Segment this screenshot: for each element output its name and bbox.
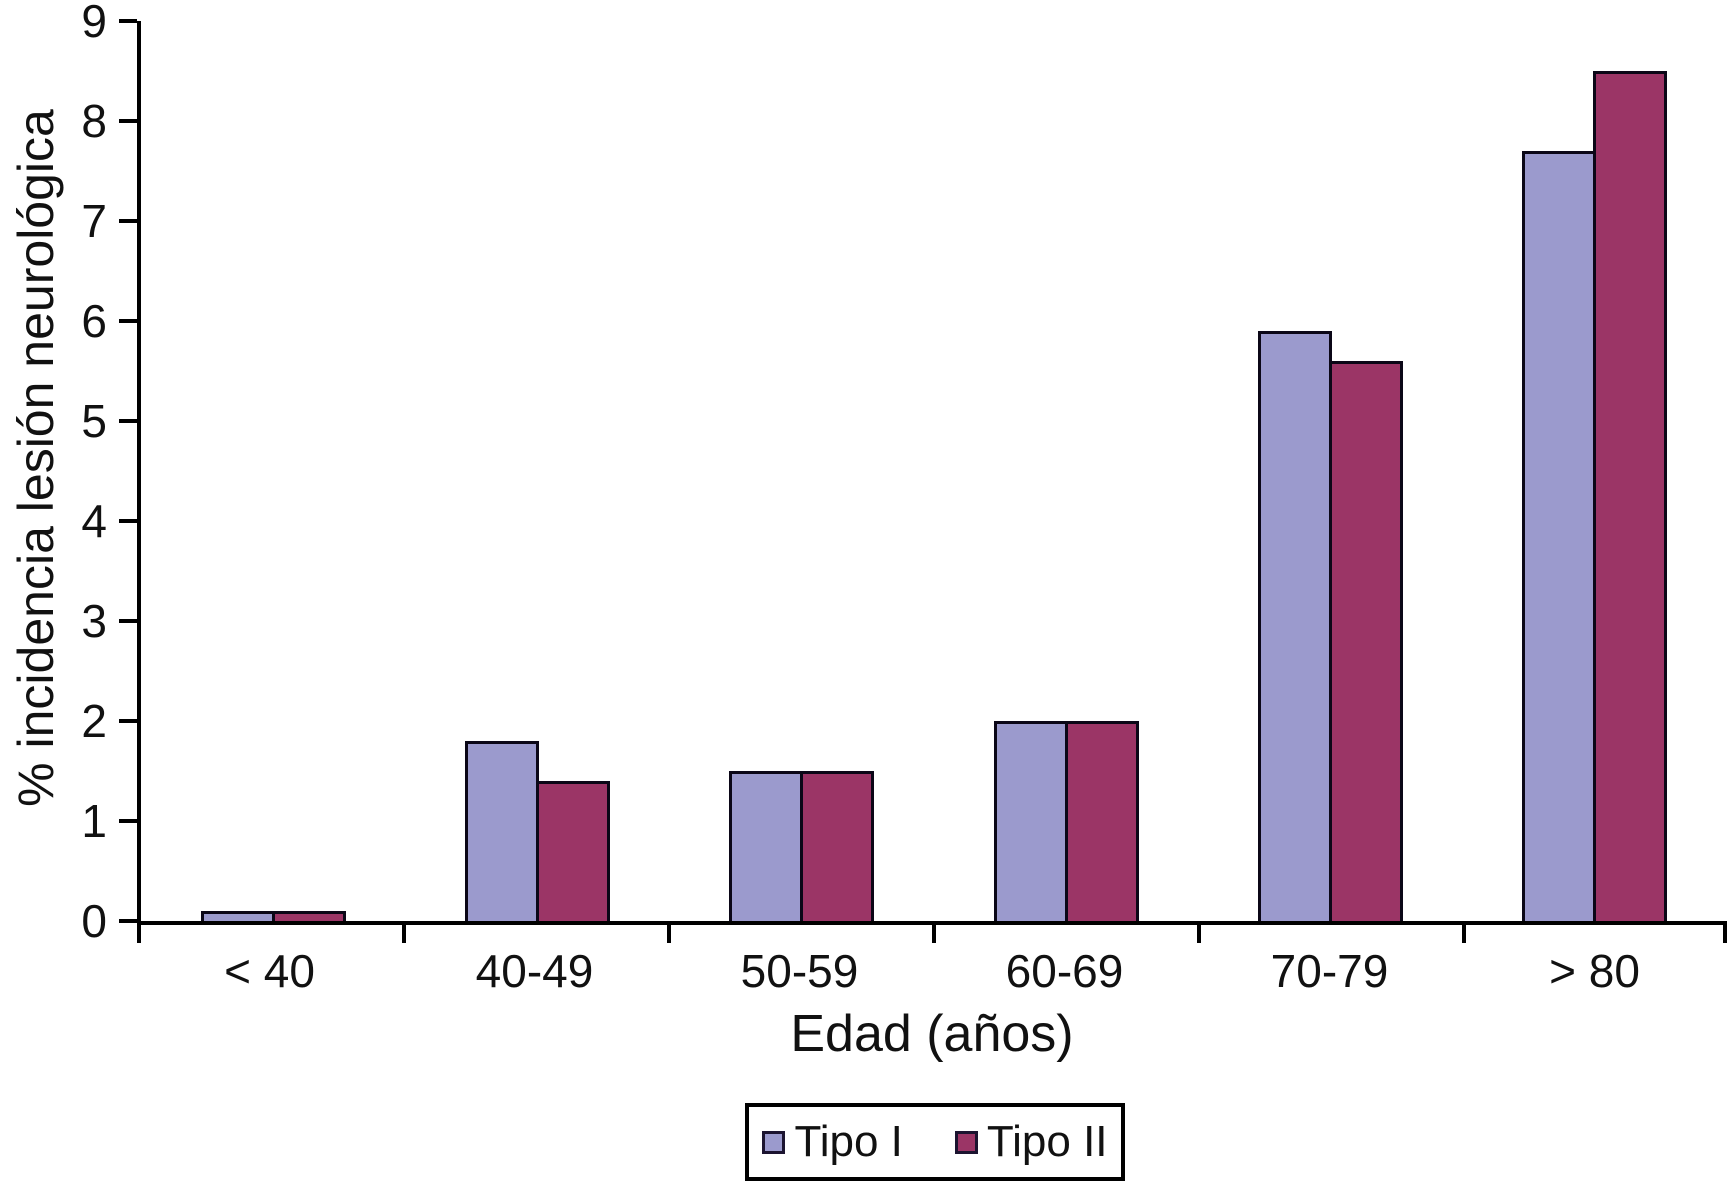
y-tick-label: 3 xyxy=(81,595,107,647)
bar-group xyxy=(1198,21,1462,921)
bar-tipo-i xyxy=(729,771,804,921)
x-axis-title: Edad (años) xyxy=(790,1005,1074,1063)
y-tick-mark xyxy=(119,719,137,723)
x-tick-mark xyxy=(1197,925,1201,943)
y-tick-mark xyxy=(119,119,137,123)
bar-group xyxy=(1463,21,1727,921)
bar-tipo-i xyxy=(1522,151,1597,921)
y-tick-label: 0 xyxy=(81,895,107,947)
bar-groups-container xyxy=(141,21,1727,921)
x-tick-mark xyxy=(402,925,406,943)
x-tick-mark xyxy=(932,925,936,943)
y-tick-label: 4 xyxy=(81,495,107,547)
legend-item-tipo-ii: Tipo II xyxy=(954,1117,1108,1167)
y-tick-mark xyxy=(119,219,137,223)
y-tick-mark xyxy=(119,819,137,823)
y-tick-mark xyxy=(119,519,137,523)
bar-group xyxy=(141,21,405,921)
category-label: 60-69 xyxy=(1005,945,1124,997)
y-tick-label: 6 xyxy=(81,295,107,347)
bar-group xyxy=(934,21,1198,921)
y-tick-mark xyxy=(119,619,137,623)
x-tick-mark xyxy=(1723,925,1727,943)
x-tick-mark xyxy=(667,925,671,943)
plot-area xyxy=(137,21,1727,925)
bar-tipo-ii xyxy=(535,781,610,921)
y-tick-mark xyxy=(119,919,137,923)
legend-item-tipo-i: Tipo I xyxy=(762,1117,903,1167)
legend: Tipo I Tipo II xyxy=(745,1103,1125,1181)
y-tick-mark xyxy=(119,319,137,323)
y-tick-label: 5 xyxy=(81,395,107,447)
y-tick-label: 7 xyxy=(81,195,107,247)
bar-tipo-i xyxy=(993,721,1068,921)
bar-tipo-ii xyxy=(1064,721,1139,921)
category-label: 50-59 xyxy=(740,945,859,997)
y-tick-mark xyxy=(119,19,137,23)
bar-group xyxy=(405,21,669,921)
bar-tipo-i xyxy=(464,741,539,921)
category-label: < 40 xyxy=(224,945,315,997)
y-tick-label: 9 xyxy=(81,0,107,47)
x-tick-mark xyxy=(137,925,141,943)
legend-label-tipo-ii: Tipo II xyxy=(986,1117,1108,1166)
legend-swatch-tipo-i xyxy=(762,1130,786,1154)
bar-group xyxy=(670,21,934,921)
y-tick-label: 1 xyxy=(81,795,107,847)
legend-swatch-tipo-ii xyxy=(954,1130,978,1154)
category-label: 70-79 xyxy=(1270,945,1389,997)
bar-tipo-ii xyxy=(1328,361,1403,921)
legend-label-tipo-i: Tipo I xyxy=(794,1117,903,1166)
category-label: > 80 xyxy=(1549,945,1640,997)
bar-tipo-ii xyxy=(800,771,875,921)
x-tick-mark xyxy=(1462,925,1466,943)
y-tick-mark xyxy=(119,419,137,423)
y-tick-label: 8 xyxy=(81,95,107,147)
category-label: 40-49 xyxy=(475,945,594,997)
bar-tipo-i xyxy=(1257,331,1332,921)
bar-tipo-ii xyxy=(1593,71,1668,921)
bar-tipo-i xyxy=(200,911,275,921)
y-tick-label: 2 xyxy=(81,695,107,747)
bar-tipo-ii xyxy=(271,911,346,921)
